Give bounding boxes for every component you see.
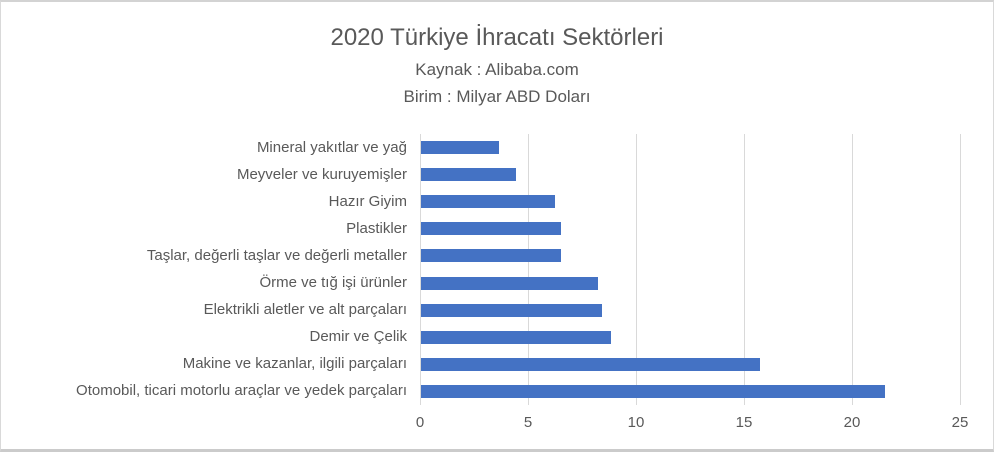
x-tick-label: 20: [843, 414, 861, 431]
gridline: [420, 134, 421, 405]
bar: [421, 195, 555, 208]
x-tick-label: 25: [951, 414, 969, 431]
bar: [421, 304, 602, 317]
x-tick-label: 15: [735, 414, 753, 431]
category-label: Otomobil, ticari motorlu araçlar ve yede…: [76, 382, 407, 399]
chart-title: 2020 Türkiye İhracatı Sektörleri: [330, 24, 664, 51]
x-tick-label: 0: [415, 414, 425, 431]
gridline: [528, 134, 529, 405]
category-label: Örme ve tığ işi ürünler: [259, 274, 407, 291]
category-label: Makine ve kazanlar, ilgili parçaları: [182, 355, 407, 372]
gridline: [636, 134, 637, 405]
bar: [421, 358, 760, 371]
gridline: [852, 134, 853, 405]
gridline: [744, 134, 745, 405]
category-label: Meyveler ve kuruyemişler: [236, 166, 407, 183]
category-label: Mineral yakıtlar ve yağ: [256, 139, 407, 156]
bar: [421, 277, 598, 290]
category-label: Elektrikli aletler ve alt parçaları: [203, 301, 407, 318]
chart-subtitle-source: Kaynak : Alibaba.com: [415, 60, 579, 79]
category-label: Demir ve Çelik: [309, 328, 407, 345]
x-tick-label: 5: [523, 414, 533, 431]
bar: [421, 141, 499, 154]
bar: [421, 222, 561, 235]
bar: [421, 331, 611, 344]
category-label: Taşlar, değerli taşlar ve değerli metall…: [146, 247, 407, 264]
bar: [421, 249, 561, 262]
x-tick-label: 10: [627, 414, 645, 431]
category-label: Plastikler: [346, 220, 407, 237]
chart-subtitle-unit: Birim : Milyar ABD Doları: [403, 87, 591, 106]
gridline: [960, 134, 961, 405]
bar: [421, 385, 885, 398]
bar: [421, 168, 516, 181]
category-label: Hazır Giyim: [328, 193, 407, 210]
